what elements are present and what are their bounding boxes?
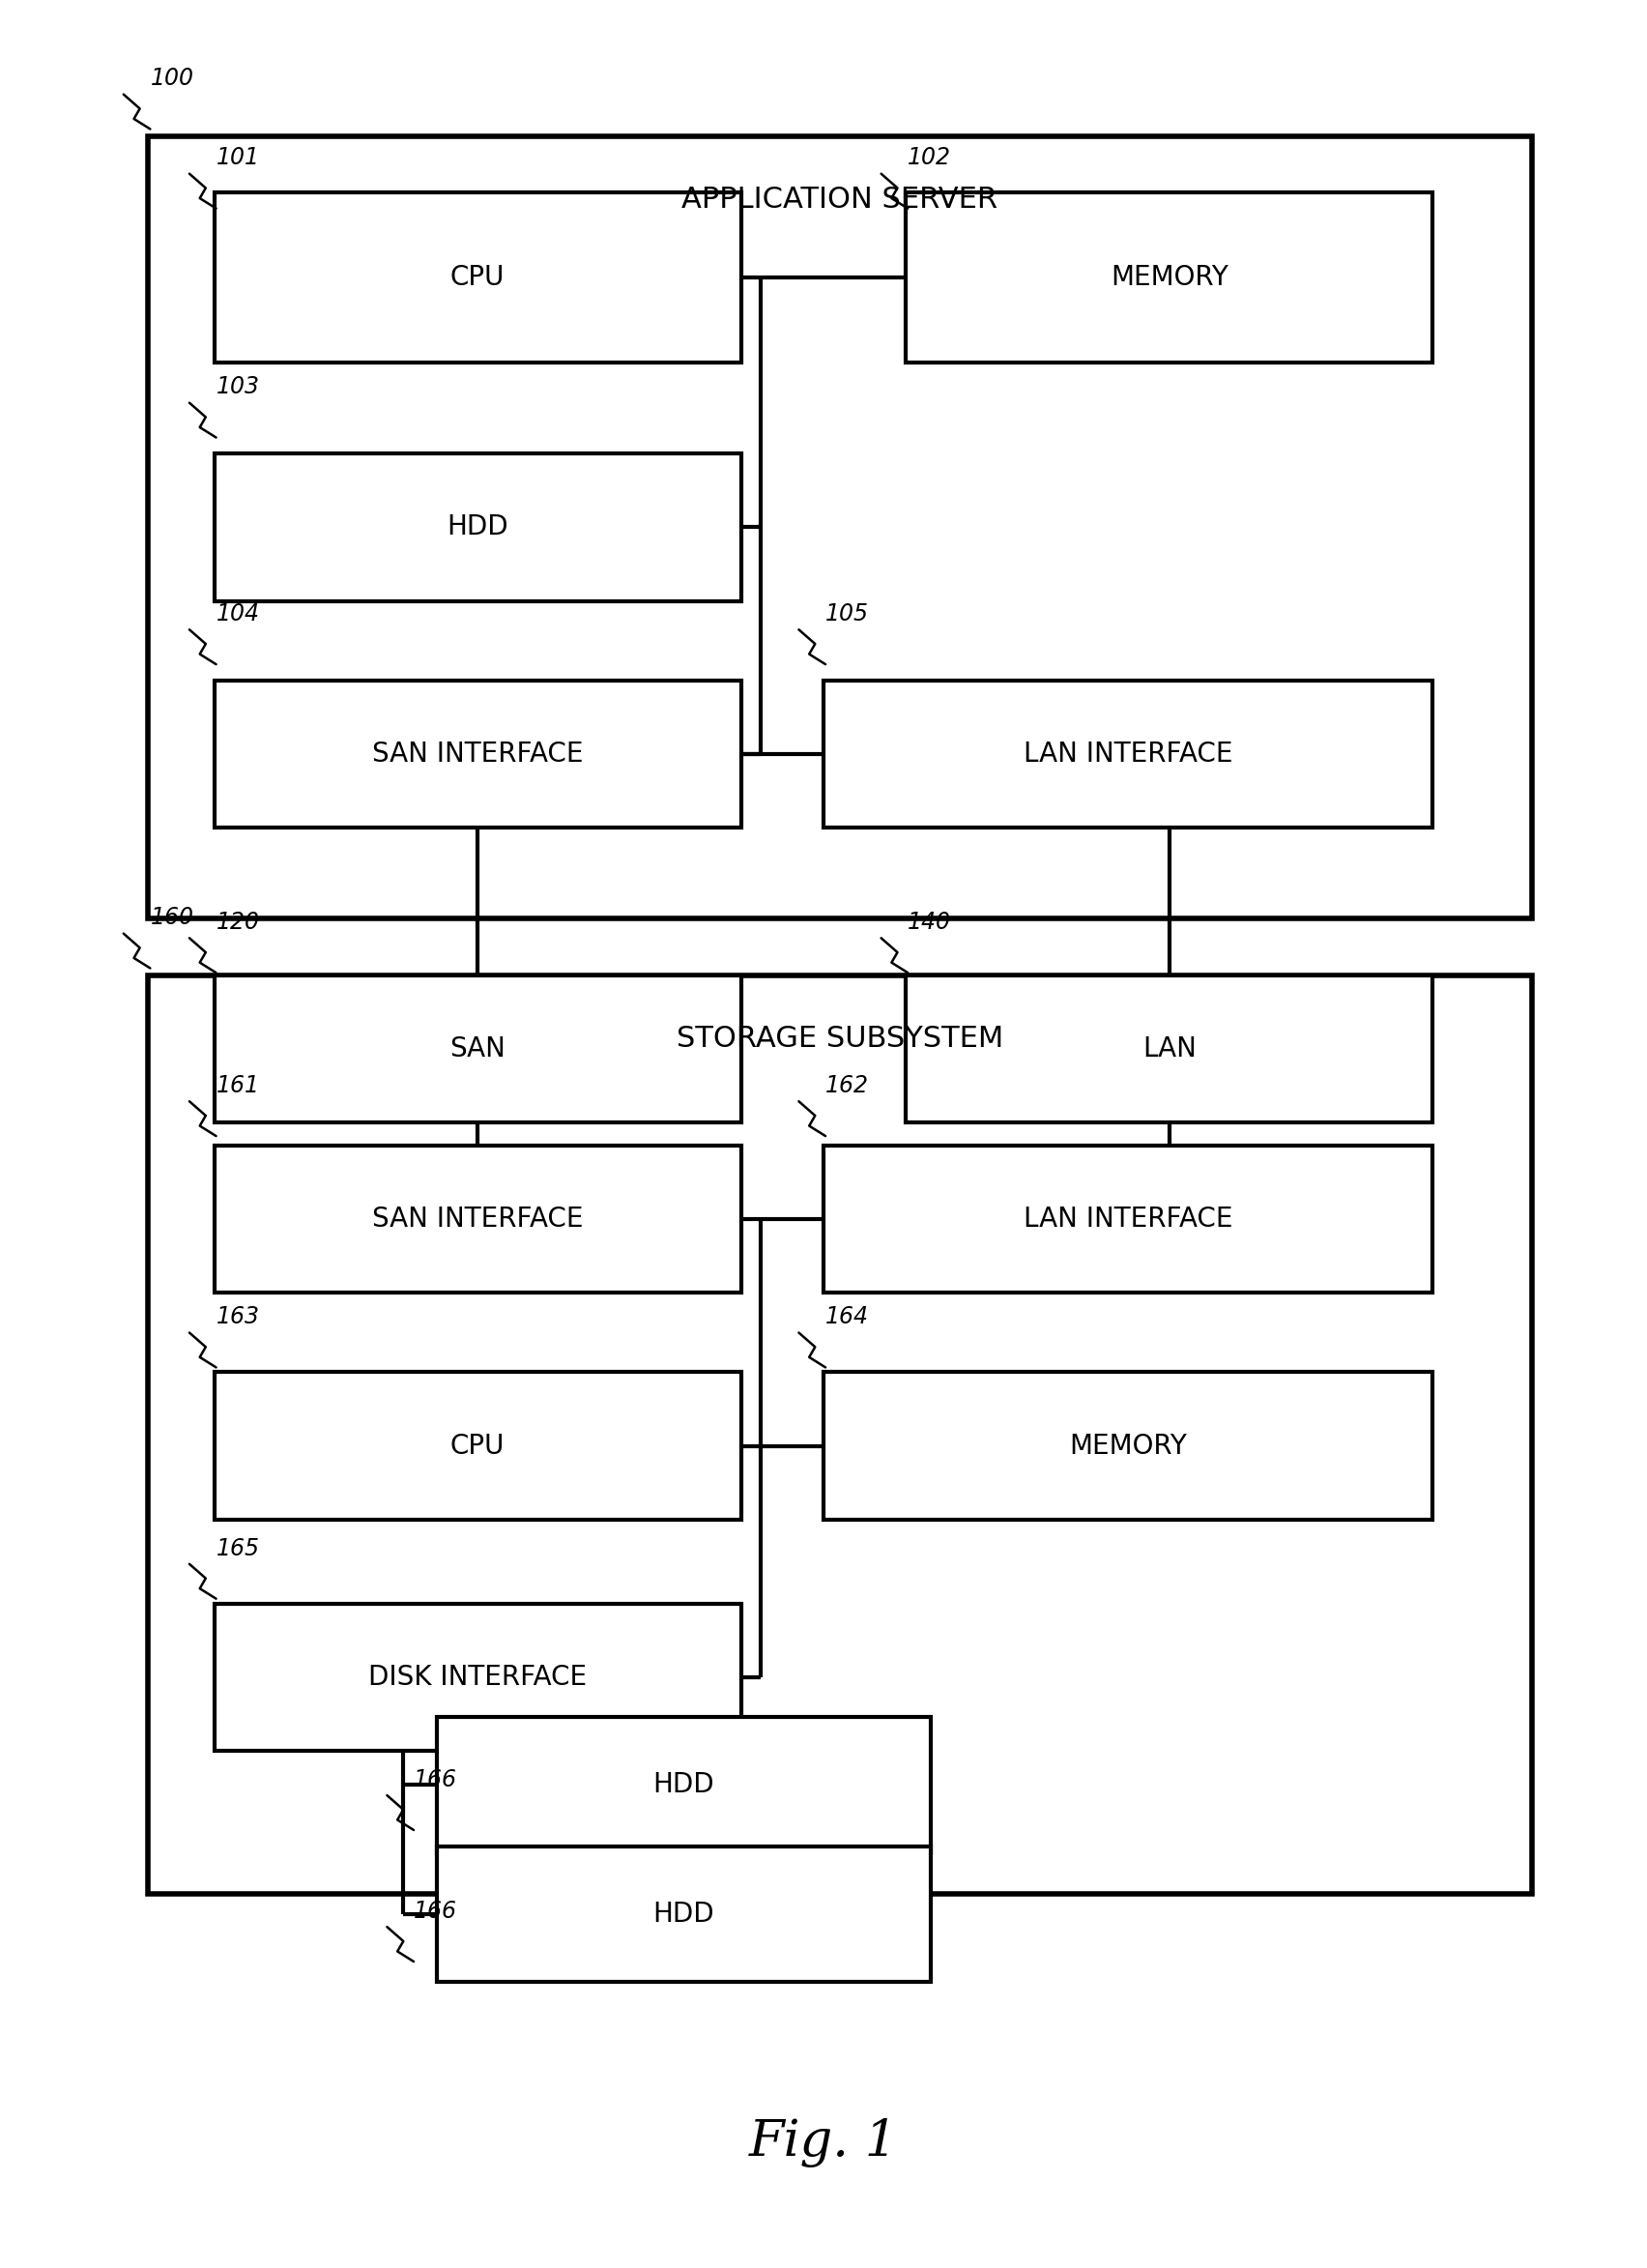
Bar [148, 136, 1532, 919]
Bar [214, 975, 741, 1123]
Text: 163: 163 [216, 1306, 260, 1329]
Text: 161: 161 [216, 1075, 260, 1098]
Text: 165: 165 [216, 1538, 260, 1560]
Text: LAN: LAN [1143, 1036, 1196, 1061]
Text: SAN INTERFACE: SAN INTERFACE [372, 742, 583, 767]
Bar [214, 1603, 741, 1751]
Text: HDD: HDD [652, 1771, 715, 1799]
Text: CPU: CPU [450, 265, 506, 290]
Text: STORAGE SUBSYSTEM: STORAGE SUBSYSTEM [677, 1025, 1003, 1052]
Bar [436, 1717, 931, 1853]
Bar [214, 454, 741, 601]
Bar [214, 1372, 741, 1520]
Bar [214, 193, 741, 363]
Text: 160: 160 [150, 907, 194, 930]
Text: LAN INTERFACE: LAN INTERFACE [1023, 742, 1234, 767]
Text: 164: 164 [825, 1306, 870, 1329]
Bar [214, 1145, 741, 1293]
Text: 103: 103 [216, 376, 260, 399]
Text: APPLICATION SERVER: APPLICATION SERVER [682, 186, 998, 213]
Text: HDD: HDD [446, 515, 509, 540]
Bar [436, 1846, 931, 1982]
Bar [824, 1372, 1433, 1520]
Text: 105: 105 [825, 603, 870, 626]
Text: 140: 140 [907, 912, 952, 934]
Text: CPU: CPU [450, 1433, 506, 1458]
Bar [148, 975, 1532, 1894]
Text: Fig. 1: Fig. 1 [749, 2118, 898, 2168]
Text: SAN: SAN [450, 1036, 506, 1061]
Bar [906, 975, 1433, 1123]
Bar [824, 1145, 1433, 1293]
Text: 166: 166 [413, 1769, 458, 1792]
Text: HDD: HDD [652, 1901, 715, 1928]
Text: 104: 104 [216, 603, 260, 626]
Text: MEMORY: MEMORY [1069, 1433, 1187, 1458]
Text: MEMORY: MEMORY [1110, 265, 1229, 290]
Text: 102: 102 [907, 147, 952, 170]
Text: 120: 120 [216, 912, 260, 934]
Bar [824, 680, 1433, 828]
Bar [906, 193, 1433, 363]
Text: LAN INTERFACE: LAN INTERFACE [1023, 1207, 1234, 1232]
Text: 100: 100 [150, 68, 194, 91]
Bar [214, 680, 741, 828]
Text: 101: 101 [216, 147, 260, 170]
Text: 162: 162 [825, 1075, 870, 1098]
Text: DISK INTERFACE: DISK INTERFACE [369, 1665, 586, 1690]
Text: SAN INTERFACE: SAN INTERFACE [372, 1207, 583, 1232]
Text: 166: 166 [413, 1901, 458, 1923]
